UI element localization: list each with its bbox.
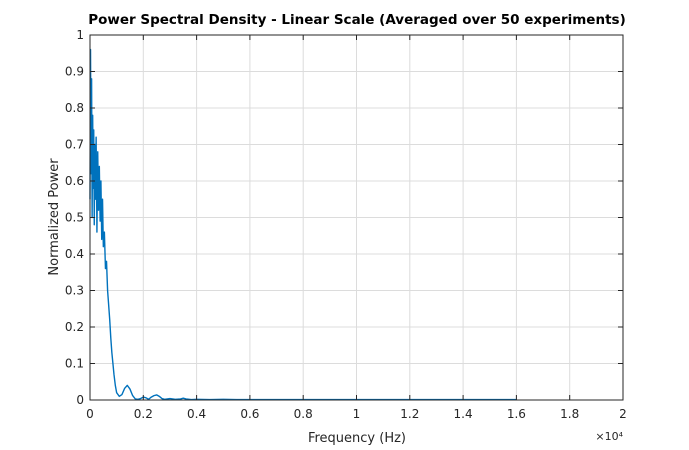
x-exponent-label: ×10⁴: [595, 430, 623, 443]
x-tick-label: 1.6: [507, 407, 526, 421]
y-tick-labels: 0 0.1 0.2 0.3 0.4 0.5 0.6 0.7 0.8 0.9 1: [65, 28, 84, 407]
x-tick-label: 0.4: [187, 407, 206, 421]
x-tick-label: 0.6: [240, 407, 259, 421]
x-tick-label: 1.8: [560, 407, 579, 421]
data-series: [89, 48, 517, 401]
y-tick-label: 0.3: [65, 284, 84, 298]
y-axis-label: Normalized Power: [47, 158, 62, 276]
x-axis-label: Frequency (Hz): [308, 431, 406, 446]
y-tick-label: 0.8: [65, 101, 84, 115]
y-tick-label: 0.1: [65, 357, 84, 371]
y-tick-label: 0.6: [65, 174, 84, 188]
y-tick-label: 0.4: [65, 247, 84, 261]
y-tick-label: 0.2: [65, 320, 84, 334]
x-tick-label: 1.2: [400, 407, 419, 421]
tick-marks: [89, 34, 624, 401]
y-tick-label: 0.9: [65, 65, 84, 79]
y-tick-label: 0.7: [65, 138, 84, 152]
x-tick-label: 1.4: [454, 407, 473, 421]
x-tick-label: 0.8: [294, 407, 313, 421]
chart-title: Power Spectral Density - Linear Scale (A…: [88, 12, 626, 28]
x-tick-label: 0.2: [134, 407, 153, 421]
x-tick-label: 0: [86, 407, 94, 421]
psd-line: [89, 48, 517, 401]
y-tick-label: 0: [76, 393, 84, 407]
x-tick-label: 1: [353, 407, 361, 421]
y-tick-label: 1: [76, 28, 84, 42]
x-tick-label: 2: [619, 407, 627, 421]
x-tick-labels: 0 0.2 0.4 0.6 0.8 1 1.2 1.4 1.6 1.8 2: [86, 407, 627, 421]
y-tick-label: 0.5: [65, 211, 84, 225]
